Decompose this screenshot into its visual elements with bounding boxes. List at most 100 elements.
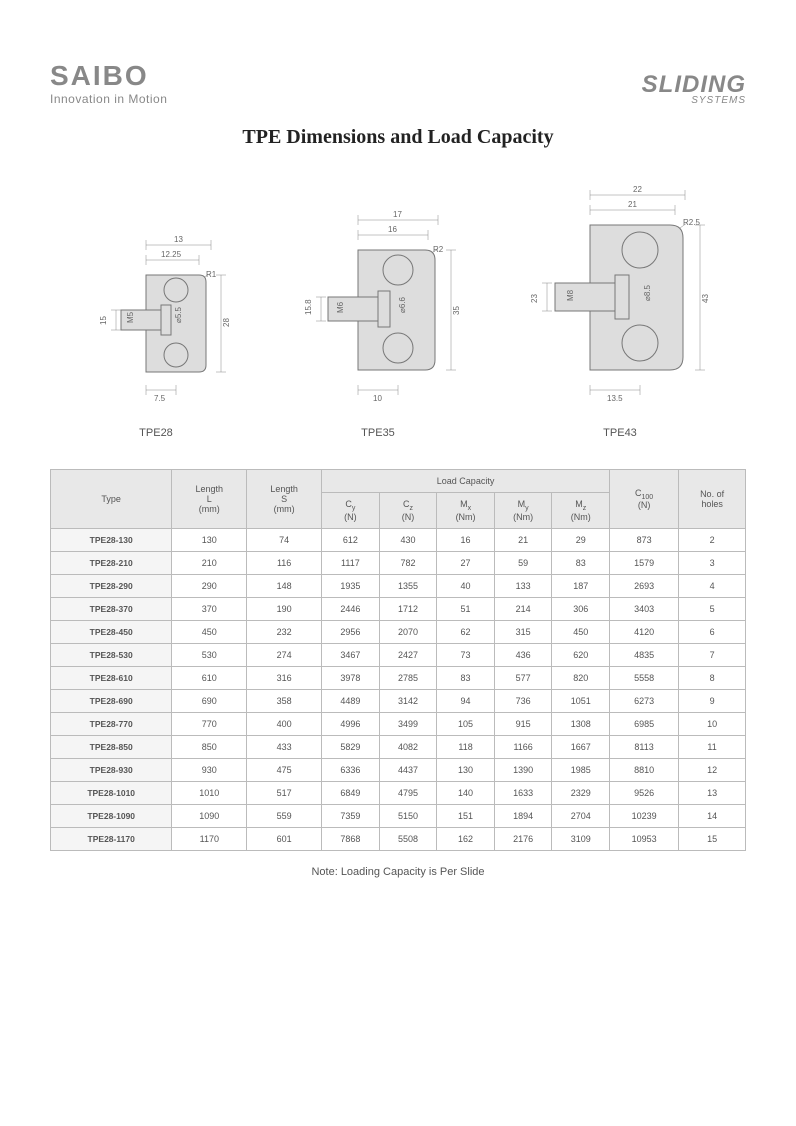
cell-cy: 7868: [322, 827, 380, 850]
svg-text:12.25: 12.25: [161, 250, 182, 259]
cell-L: 1170: [172, 827, 247, 850]
table-row: TPE28-9309304756336443713013901985881012: [51, 758, 746, 781]
cell-c100: 2693: [610, 574, 679, 597]
cell-S: 116: [247, 551, 322, 574]
cell-my: 736: [494, 689, 552, 712]
cell-c100: 873: [610, 528, 679, 551]
cell-my: 577: [494, 666, 552, 689]
tagline: Innovation in Motion: [50, 92, 167, 106]
svg-text:10: 10: [373, 394, 382, 403]
cell-mz: 306: [552, 597, 610, 620]
cell-cz: 4082: [379, 735, 437, 758]
cell-holes: 7: [679, 643, 746, 666]
cell-S: 559: [247, 804, 322, 827]
table-row: TPE28-290290148193513554013318726934: [51, 574, 746, 597]
svg-text:13: 13: [174, 235, 183, 244]
svg-text:16: 16: [388, 225, 397, 234]
cell-holes: 11: [679, 735, 746, 758]
svg-text:⌀5.5: ⌀5.5: [174, 307, 183, 323]
svg-text:M8: M8: [566, 289, 575, 301]
cell-my: 915: [494, 712, 552, 735]
cell-my: 1166: [494, 735, 552, 758]
table-row: TPE28-450450232295620706231545041206: [51, 620, 746, 643]
cell-cz: 5150: [379, 804, 437, 827]
cell-cy: 7359: [322, 804, 380, 827]
th-cz: Cz(N): [379, 493, 437, 529]
cell-c100: 8113: [610, 735, 679, 758]
cell-mz: 2704: [552, 804, 610, 827]
cell-type: TPE28-610: [51, 666, 172, 689]
cell-L: 370: [172, 597, 247, 620]
saibo-text: SAIBO: [50, 60, 167, 92]
cell-cy: 1117: [322, 551, 380, 574]
cell-cz: 2070: [379, 620, 437, 643]
tpe43-label: TPE43: [603, 427, 637, 439]
th-holes: No. ofholes: [679, 470, 746, 529]
cell-S: 400: [247, 712, 322, 735]
cell-mz: 1051: [552, 689, 610, 712]
cell-my: 214: [494, 597, 552, 620]
table-row: TPE28-1170117060178685508162217631091095…: [51, 827, 746, 850]
cell-S: 475: [247, 758, 322, 781]
cell-my: 59: [494, 551, 552, 574]
cell-c100: 3403: [610, 597, 679, 620]
cell-mx: 151: [437, 804, 495, 827]
th-mz: Mz(Nm): [552, 493, 610, 529]
cell-holes: 15: [679, 827, 746, 850]
cell-cy: 1935: [322, 574, 380, 597]
cell-mx: 162: [437, 827, 495, 850]
cell-mz: 29: [552, 528, 610, 551]
th-loadcap: Load Capacity: [322, 470, 610, 493]
cell-type: TPE28-530: [51, 643, 172, 666]
th-lengthL: LengthL(mm): [172, 470, 247, 529]
cell-type: TPE28-1090: [51, 804, 172, 827]
cell-mx: 40: [437, 574, 495, 597]
cell-holes: 6: [679, 620, 746, 643]
cell-c100: 10239: [610, 804, 679, 827]
cell-cy: 3978: [322, 666, 380, 689]
cell-cz: 782: [379, 551, 437, 574]
th-type: Type: [51, 470, 172, 529]
cell-holes: 8: [679, 666, 746, 689]
tpe35-svg: 17 16 R2 15.8 M6 ⌀6.6 35 10: [293, 195, 463, 415]
cell-c100: 5558: [610, 666, 679, 689]
cell-S: 358: [247, 689, 322, 712]
cell-my: 1894: [494, 804, 552, 827]
cell-holes: 5: [679, 597, 746, 620]
cell-L: 770: [172, 712, 247, 735]
cell-mz: 1667: [552, 735, 610, 758]
cell-S: 601: [247, 827, 322, 850]
cell-cz: 4795: [379, 781, 437, 804]
cell-cz: 1712: [379, 597, 437, 620]
cell-L: 450: [172, 620, 247, 643]
cell-S: 517: [247, 781, 322, 804]
cell-mz: 83: [552, 551, 610, 574]
cell-type: TPE28-290: [51, 574, 172, 597]
header: SAIBO Innovation in Motion SLIDING SYSTE…: [50, 60, 746, 106]
cell-L: 290: [172, 574, 247, 597]
cell-holes: 13: [679, 781, 746, 804]
cell-c100: 4120: [610, 620, 679, 643]
cell-mz: 2329: [552, 781, 610, 804]
cell-holes: 10: [679, 712, 746, 735]
table-row: TPE28-370370190244617125121430634035: [51, 597, 746, 620]
svg-text:35: 35: [452, 306, 461, 315]
cell-my: 315: [494, 620, 552, 643]
cell-L: 530: [172, 643, 247, 666]
svg-text:13.5: 13.5: [607, 394, 623, 403]
svg-text:23: 23: [530, 294, 539, 303]
svg-text:22: 22: [633, 185, 642, 194]
cell-L: 1010: [172, 781, 247, 804]
cell-type: TPE28-930: [51, 758, 172, 781]
cell-mz: 620: [552, 643, 610, 666]
cell-cy: 6336: [322, 758, 380, 781]
cell-L: 610: [172, 666, 247, 689]
cell-L: 130: [172, 528, 247, 551]
cell-S: 232: [247, 620, 322, 643]
svg-text:7.5: 7.5: [154, 394, 166, 403]
cell-my: 21: [494, 528, 552, 551]
cell-holes: 3: [679, 551, 746, 574]
table-row: TPE28-6906903584489314294736105162739: [51, 689, 746, 712]
cell-mz: 3109: [552, 827, 610, 850]
table-row: TPE28-1010101051768494795140163323299526…: [51, 781, 746, 804]
